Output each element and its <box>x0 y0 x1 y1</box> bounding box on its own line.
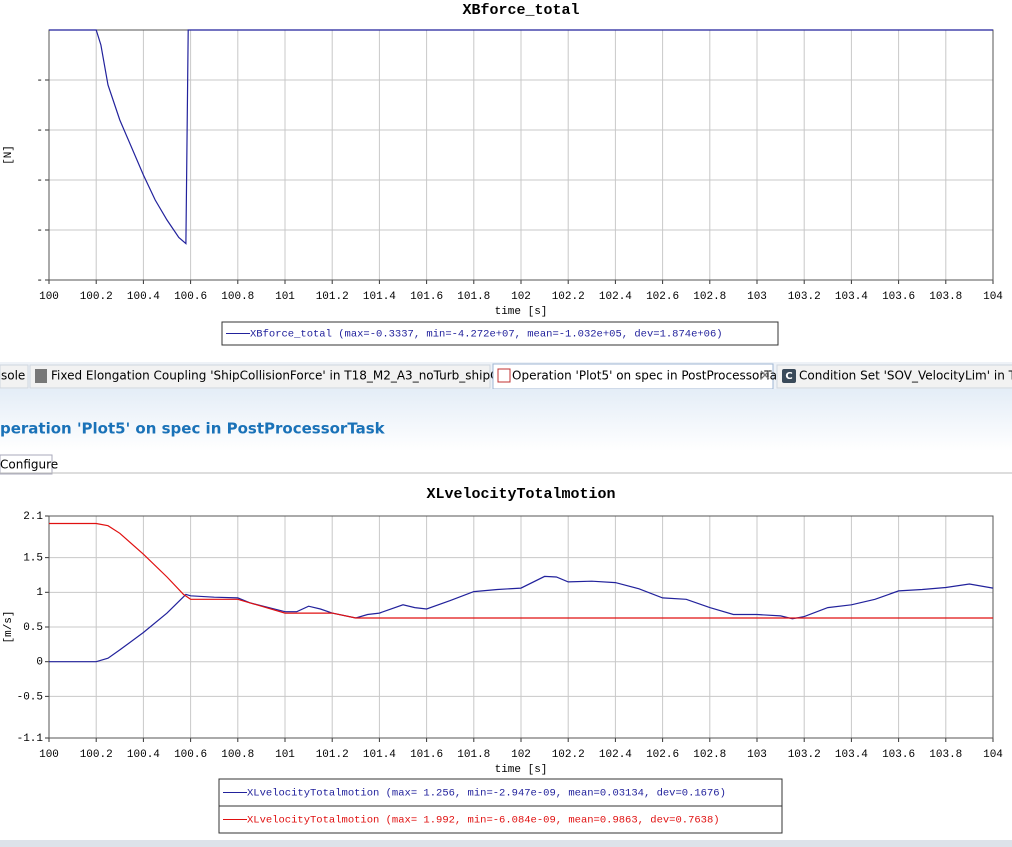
series-line <box>49 575 994 663</box>
x-tick-label: 100.6 <box>174 291 207 303</box>
toolbar-tab[interactable] <box>0 454 53 475</box>
x-tick-label: 102.2 <box>552 291 585 303</box>
x-tick-label: 103.6 <box>882 749 915 761</box>
status-bar <box>0 840 1012 847</box>
y-axis-label: [m/s] <box>3 610 15 643</box>
y-tick-label: - <box>36 125 43 137</box>
tab-icon-letter: C <box>785 371 792 382</box>
x-tick-label: 102.8 <box>693 291 726 303</box>
y-tick-label: -1.1 <box>17 733 44 745</box>
tab-icon <box>782 369 796 383</box>
tab[interactable] <box>776 364 1012 389</box>
toolbar-label[interactable]: Configure <box>0 458 58 472</box>
x-tick-label: 100.6 <box>174 749 207 761</box>
x-tick-label: 102.6 <box>646 749 679 761</box>
panel-title: peration 'Plot5' on spec in PostProcesso… <box>0 420 386 438</box>
x-tick-label: 103.4 <box>835 749 868 761</box>
y-axis-label: [N] <box>3 145 15 165</box>
legend-label: XBforce_total (max=-0.3337, min=-4.272e+… <box>250 328 723 340</box>
tab-label[interactable]: sole <box>1 369 25 383</box>
plot-border <box>48 515 994 739</box>
charts: 100 100.2 100.4 100.6 100.8 101 101.2 101.4 101.… <box>3 2 1003 834</box>
chart-title: XLvelocityTotalmotion <box>426 486 615 503</box>
x-tick-label: 104 <box>983 749 1003 761</box>
x-tick-label: 103.6 <box>882 291 915 303</box>
x-tick-label: 102.6 <box>646 291 679 303</box>
x-tick-label: 100.8 <box>221 749 254 761</box>
series-line <box>49 522 993 619</box>
x-tick-label: 100.4 <box>127 749 160 761</box>
x-tick-label: 101.2 <box>316 749 349 761</box>
x-axis-label: time [s] <box>495 764 548 776</box>
x-tick-label: 100.2 <box>80 749 113 761</box>
y-tick-label: - <box>36 75 43 87</box>
series-line <box>49 29 993 245</box>
tab-close[interactable] <box>760 370 770 380</box>
x-tick-label: 100.8 <box>221 291 254 303</box>
x-tick-label: 100.2 <box>80 291 113 303</box>
x-tick-label: 101.8 <box>457 749 490 761</box>
chart-title: XBforce_total <box>462 2 579 19</box>
y-tick-label: - <box>36 275 43 287</box>
x-tick-label: 100 <box>39 749 59 761</box>
x-tick-label: 103.8 <box>929 291 962 303</box>
x-tick-label: 101.2 <box>316 291 349 303</box>
x-tick-label: 104 <box>983 291 1003 303</box>
tab-label[interactable]: Fixed Elongation Coupling 'ShipCollision… <box>51 369 535 383</box>
x-tick-label: 101.6 <box>410 749 443 761</box>
x-tick-label: 101 <box>275 291 295 303</box>
x-tick-label: 101.6 <box>410 291 443 303</box>
y-tick-label: 2.1 <box>23 511 43 523</box>
x-tick-label: 100.4 <box>127 291 160 303</box>
tab-icon <box>35 369 47 383</box>
x-tick-label: 102.8 <box>693 749 726 761</box>
y-tick-label: - <box>36 225 43 237</box>
panel-header <box>0 389 1012 451</box>
x-tick-label: 101.4 <box>363 291 396 303</box>
x-tick-label: 103.2 <box>788 749 821 761</box>
x-tick-label: 103 <box>747 749 767 761</box>
x-tick-label: 103.8 <box>929 749 962 761</box>
tab[interactable] <box>0 364 29 389</box>
y-tick-label: -0.5 <box>17 691 43 703</box>
y-tick-label: 1 <box>36 587 43 599</box>
x-tick-label: 102.2 <box>552 749 585 761</box>
x-tick-label: 102.4 <box>599 291 632 303</box>
y-tick-label: 0.5 <box>23 622 43 634</box>
tab-icon <box>497 368 511 383</box>
x-tick-label: 102.4 <box>599 749 632 761</box>
tab-label[interactable]: Condition Set 'SOV_VelocityLim' in T18_M <box>799 369 1012 383</box>
x-tick-label: 101.4 <box>363 749 396 761</box>
x-tick-label: 103.2 <box>788 291 821 303</box>
tab[interactable] <box>29 364 491 389</box>
x-tick-label: 100 <box>39 291 59 303</box>
tab-active[interactable] <box>492 363 774 390</box>
x-tick-label: 101.8 <box>457 291 490 303</box>
legend-label: XLvelocityTotalmotion (max= 1.256, min=-… <box>247 787 726 799</box>
y-tick-label: - <box>36 175 43 187</box>
x-tick-label: 102 <box>511 291 531 303</box>
x-tick-label: 102 <box>511 749 531 761</box>
tab-label[interactable]: Operation 'Plot5' on spec in PostProcess… <box>512 369 790 383</box>
x-tick-label: 101 <box>275 749 295 761</box>
x-tick-label: 103.4 <box>835 291 868 303</box>
x-tick-label: 103 <box>747 291 767 303</box>
legend-label: XLvelocityTotalmotion (max= 1.992, min=-… <box>247 814 720 826</box>
x-axis-label: time [s] <box>495 306 548 318</box>
y-tick-label: 1.5 <box>23 553 43 565</box>
legend-box <box>221 321 779 346</box>
y-tick-label: 0 <box>36 657 43 669</box>
